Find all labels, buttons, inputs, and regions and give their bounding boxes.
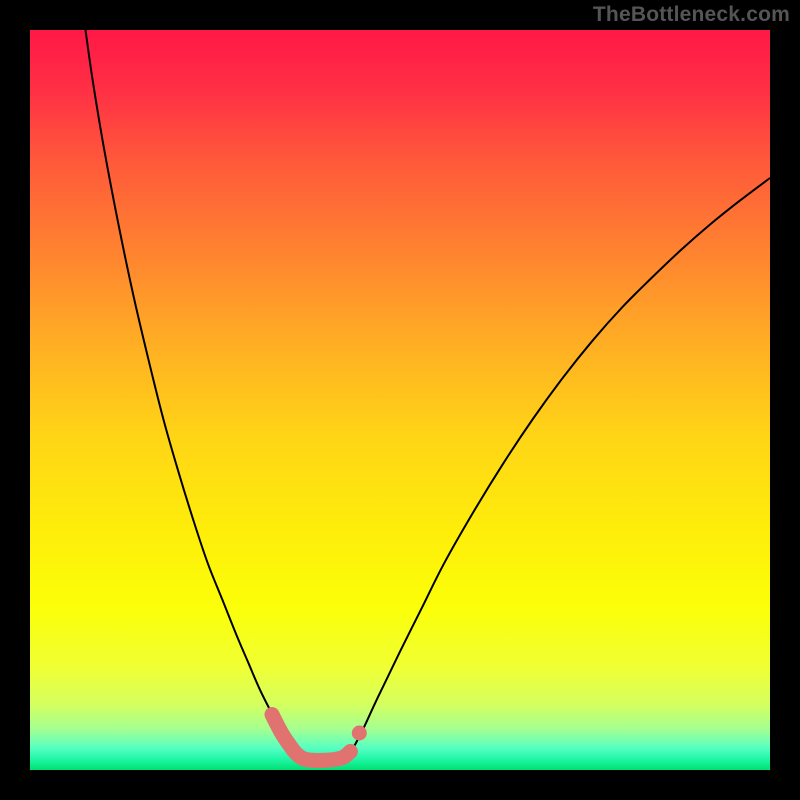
- pink-end-marker: [352, 726, 367, 741]
- chart-outer-frame: TheBottleneck.com: [0, 0, 800, 800]
- watermark-text: TheBottleneck.com: [593, 3, 790, 27]
- plot-background: [30, 30, 770, 770]
- bottleneck-curve-chart: [0, 0, 800, 800]
